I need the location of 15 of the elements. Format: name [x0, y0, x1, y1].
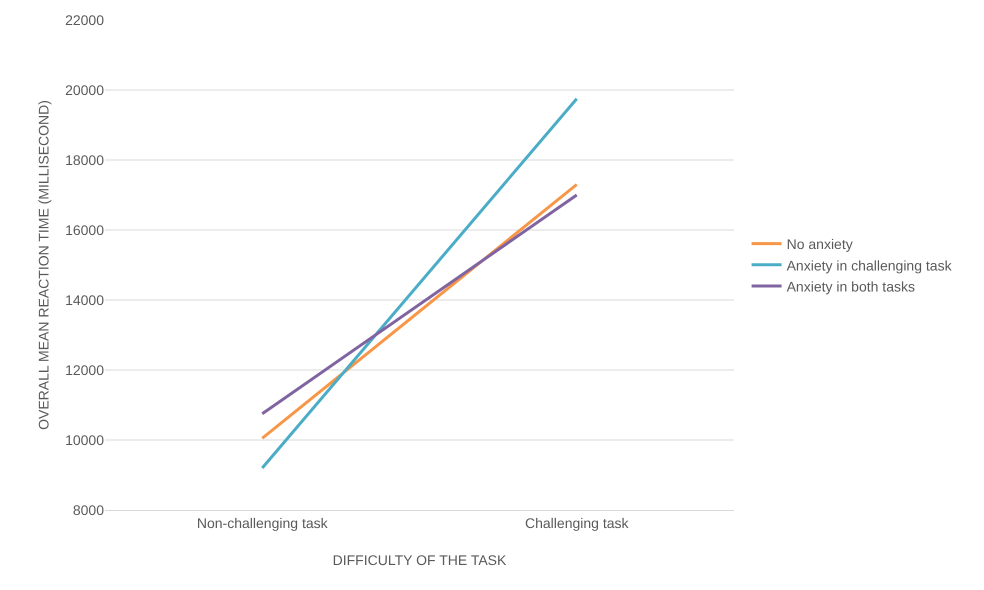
x-axis-title: DIFFICULTY OF THE TASK [332, 552, 508, 568]
y-tick-label: 22000 [65, 12, 104, 28]
y-axis-title: OVERALL MEAN REACTION TIME (MILLISECOND) [36, 100, 52, 430]
legend-label: No anxiety [786, 236, 853, 252]
y-tick-label: 8000 [72, 502, 104, 518]
legend-label: Anxiety in challenging task [786, 257, 953, 274]
legend-label: Anxiety in both tasks [786, 278, 915, 294]
y-tick-label: 14000 [65, 292, 104, 308]
y-tick-label: 16000 [65, 222, 104, 238]
y-tick-label: 20000 [65, 82, 104, 98]
y-tick-label: 10000 [65, 432, 104, 448]
x-tick-label: Challenging task [524, 514, 630, 531]
y-tick-label: 18000 [65, 152, 104, 168]
x-tick-label: Non-challenging task [196, 514, 329, 531]
y-tick-label: 12000 [65, 362, 104, 378]
